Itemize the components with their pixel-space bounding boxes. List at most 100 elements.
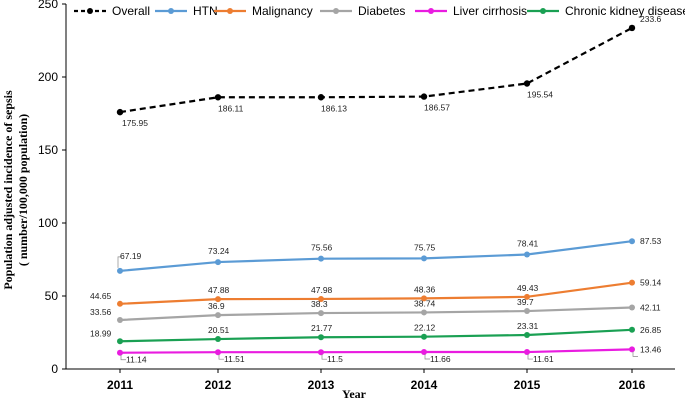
data-point-malignancy [629, 279, 635, 286]
y-tick-label: 150 [38, 143, 58, 157]
data-point-liver-cirrhosis [318, 349, 324, 356]
series-line-chronic-kidney-disease [119, 328, 633, 343]
data-point-chronic-kidney-disease [117, 338, 123, 345]
data-point-liver-cirrhosis [215, 349, 221, 356]
data-point-overall [523, 80, 531, 87]
legend-marker-htn [168, 8, 174, 14]
legend-marker-chronic-kidney-disease [540, 8, 546, 14]
data-point-liver-cirrhosis [524, 349, 530, 356]
data-label-chronic-kidney-disease: 22.12 [414, 323, 436, 333]
legend-item-malignancy: Malignancy [214, 4, 313, 18]
data-point-overall [420, 93, 428, 100]
data-label-overall: 186.57 [424, 103, 450, 113]
data-point-diabetes [318, 310, 324, 317]
data-point-malignancy [318, 295, 324, 302]
data-label-malignancy: 47.88 [208, 285, 230, 295]
data-label-chronic-kidney-disease: 18.99 [90, 328, 112, 338]
series-line-malignancy [119, 281, 633, 305]
legend-label-diabetes: Diabetes [358, 4, 405, 18]
data-label-diabetes: 38.74 [414, 298, 436, 308]
data-point-htn [215, 259, 221, 266]
data-label-leader [321, 354, 327, 360]
legend-label-htn: HTN [193, 4, 218, 18]
data-label-diabetes: 36.9 [208, 301, 225, 311]
data-label-overall: 175.95 [122, 118, 148, 128]
legend-label-liver-cirrhosis: Liver cirrhosis [453, 4, 527, 18]
legend-marker-malignancy [227, 8, 233, 14]
data-label-htn: 75.75 [414, 242, 436, 252]
data-point-chronic-kidney-disease [524, 331, 530, 338]
data-point-chronic-kidney-disease [421, 333, 427, 340]
legend-label-chronic-kidney-disease: Chronic kidney disease [565, 4, 685, 18]
series-line-htn [119, 240, 633, 272]
data-point-diabetes [524, 308, 530, 315]
y-ticks: 0 50 100 150 200 250 [38, 0, 66, 376]
x-tick-label: 2014 [411, 378, 438, 392]
data-label-leader [117, 256, 122, 268]
data-label-leader [632, 351, 638, 357]
legend-item-overall: Overall [74, 4, 150, 18]
data-point-htn [629, 238, 635, 245]
series-line-overall [119, 26, 633, 114]
data-point-liver-cirrhosis [629, 346, 635, 353]
legend-item-diabetes: Diabetes [320, 4, 405, 18]
x-tick-label: 2011 [107, 378, 133, 392]
x-ticks: 2011 2012 2013 2014 2015 2016 [107, 369, 646, 392]
data-point-malignancy [524, 293, 530, 300]
series-overall [116, 24, 636, 116]
series-malignancy [117, 279, 635, 307]
data-point-htn [318, 255, 324, 262]
data-label-overall: 233.6 [640, 14, 662, 24]
data-label-diabetes: 33.56 [90, 307, 112, 317]
y-axis-title-line1: Population adjusted incidence of sepsis [1, 90, 15, 290]
data-label-liver-cirrhosis: 11.5 [327, 354, 343, 364]
series-line-diabetes [119, 306, 633, 322]
legend-marker-liver-cirrhosis [428, 8, 434, 14]
data-label-htn: 67.19 [120, 251, 142, 261]
data-label-leader [120, 354, 126, 361]
data-point-overall [116, 108, 124, 116]
y-tick-label: 200 [38, 70, 58, 84]
data-label-leader [218, 354, 224, 360]
data-label-overall: 186.11 [218, 103, 244, 113]
data-point-liver-cirrhosis [421, 348, 427, 355]
data-label-liver-cirrhosis: 11.51 [224, 354, 245, 364]
x-axis-title: Year [342, 387, 367, 401]
data-label-diabetes: 38.3 [311, 299, 328, 309]
data-point-malignancy [215, 296, 221, 303]
series-line-liver-cirrhosis [119, 348, 633, 354]
data-point-overall [214, 94, 222, 101]
data-label-malignancy: 47.98 [311, 285, 333, 295]
legend-item-liver-cirrhosis: Liver cirrhosis [415, 4, 527, 18]
y-tick-label: 0 [51, 362, 58, 376]
data-point-diabetes [421, 309, 427, 316]
data-label-htn: 75.56 [311, 243, 333, 253]
legend-label-overall: Overall [112, 4, 150, 18]
data-label-leader [527, 354, 533, 360]
legend-marker-diabetes [333, 8, 339, 14]
x-tick-label: 2016 [619, 378, 646, 392]
data-point-malignancy [421, 295, 427, 302]
legend-marker-overall [87, 8, 93, 14]
data-label-malignancy: 49.43 [517, 283, 539, 293]
data-point-diabetes [215, 312, 221, 319]
y-tick-label: 250 [38, 0, 58, 11]
data-point-malignancy [117, 300, 123, 307]
data-label-overall: 195.54 [527, 90, 553, 100]
series-diabetes [117, 304, 635, 324]
legend-label-malignancy: Malignancy [252, 4, 313, 18]
y-axis-title-line2: ( number/100,000 population) [16, 114, 30, 266]
data-label-chronic-kidney-disease: 26.85 [640, 325, 662, 335]
data-label-liver-cirrhosis: 11.66 [430, 354, 451, 364]
series-chronic-kidney-disease [117, 326, 635, 345]
data-labels-layer: 175.95 186.11 186.13 186.57 195.54 233.6 67.19… [90, 14, 662, 365]
data-point-htn [421, 255, 427, 262]
data-point-chronic-kidney-disease [215, 336, 221, 343]
data-label-malignancy: 44.65 [90, 291, 112, 301]
data-label-liver-cirrhosis: 11.14 [126, 355, 147, 365]
plot-area: 0 50 100 150 200 250 2011 2012 2013 2014 2015 2016… [38, 0, 675, 392]
data-label-liver-cirrhosis: 11.61 [533, 354, 554, 364]
data-label-htn: 87.53 [640, 236, 662, 246]
data-point-diabetes [117, 317, 123, 324]
